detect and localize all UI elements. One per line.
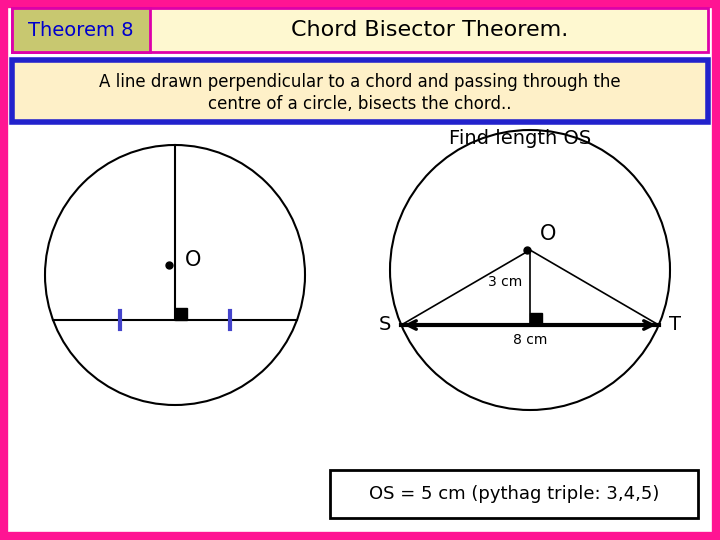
Bar (12, 8, 708, 52)
Text: centre of a circle, bisects the chord..: centre of a circle, bisects the chord.. (208, 95, 512, 113)
Text: O: O (185, 250, 202, 270)
Text: O: O (540, 224, 557, 244)
Bar (175, 308, 187, 320)
Text: S: S (379, 315, 391, 334)
Text: A line drawn perpendicular to a chord and passing through the: A line drawn perpendicular to a chord an… (99, 73, 621, 91)
Text: T: T (669, 315, 680, 334)
Bar (530, 313, 542, 325)
Text: 8 cm: 8 cm (513, 333, 547, 347)
Text: Find length OS: Find length OS (449, 129, 591, 147)
Text: OS = 5 cm (pythag triple: 3,4,5): OS = 5 cm (pythag triple: 3,4,5) (369, 485, 660, 503)
Bar (330, 470, 698, 518)
Text: Theorem 8: Theorem 8 (28, 21, 134, 39)
Bar (12, 60, 708, 122)
Text: 3 cm: 3 cm (487, 275, 522, 289)
Text: Chord Bisector Theorem.: Chord Bisector Theorem. (292, 20, 569, 40)
Bar (12, 8, 150, 52)
